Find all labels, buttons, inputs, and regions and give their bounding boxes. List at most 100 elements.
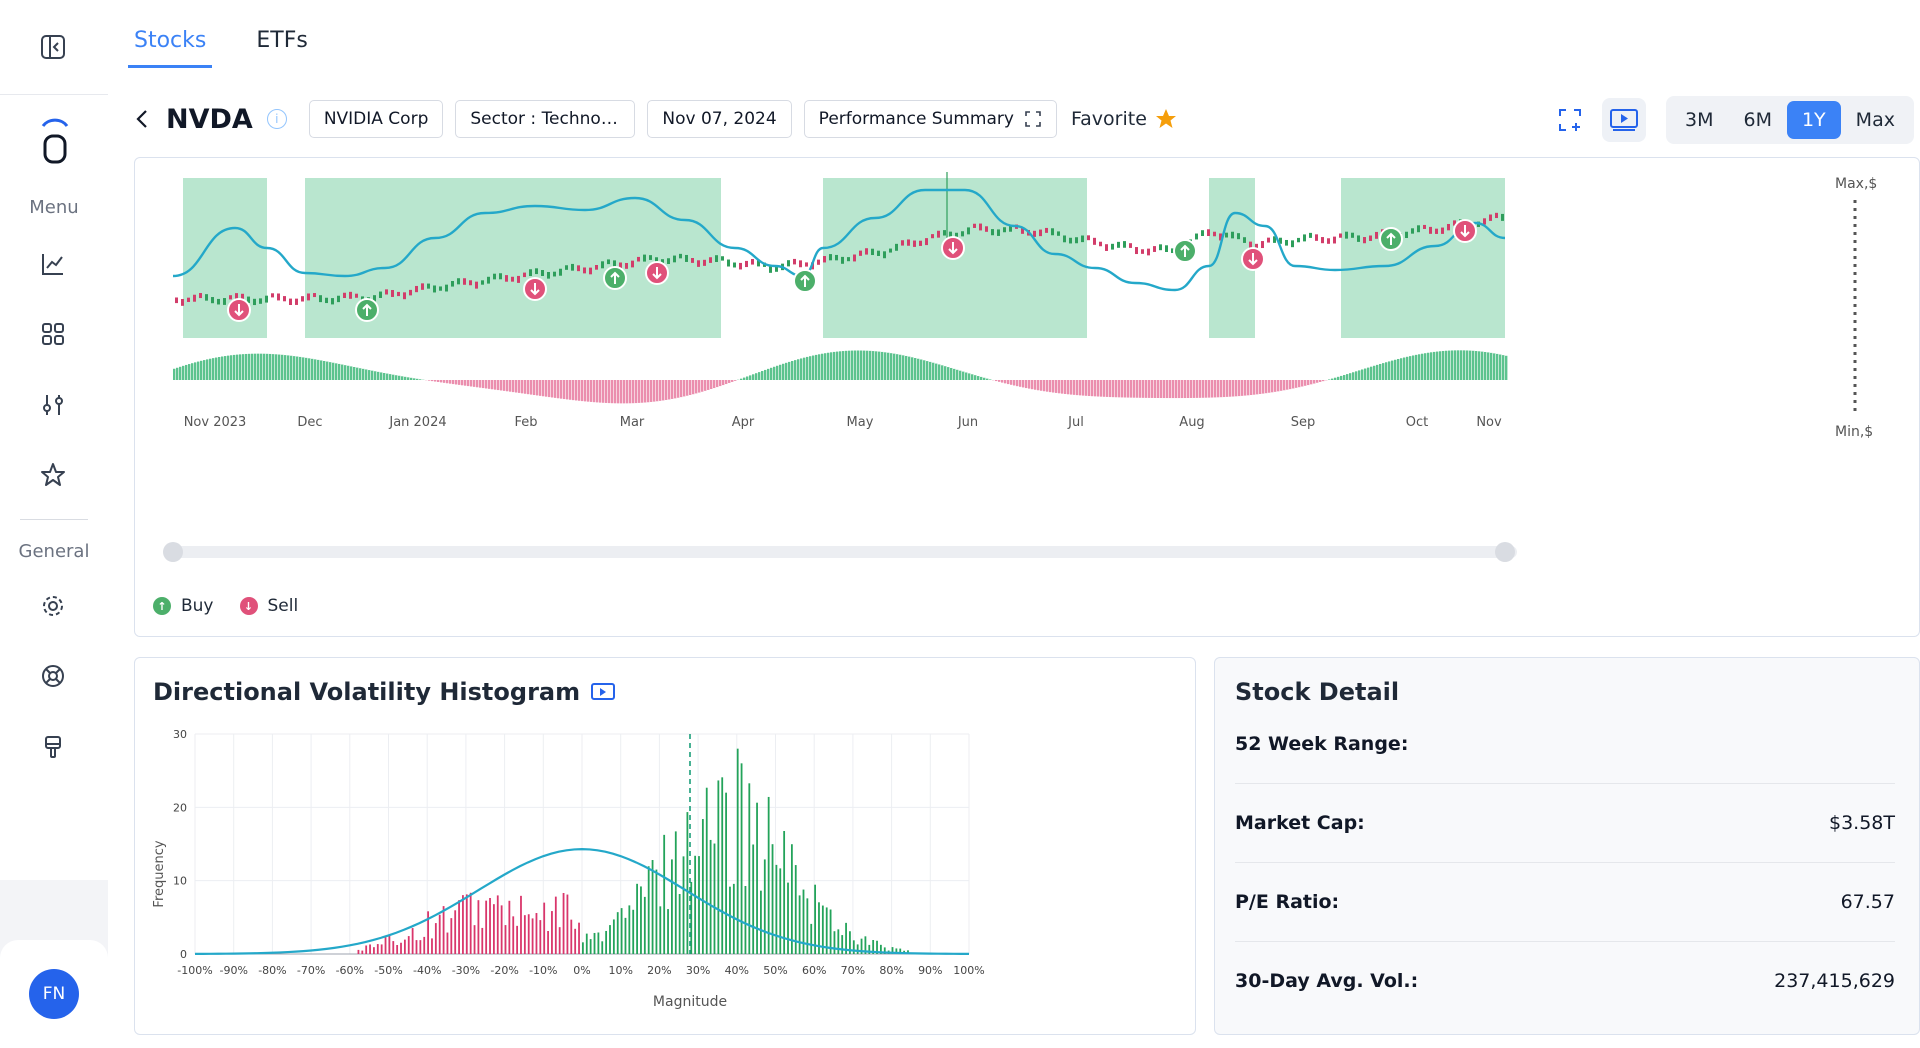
candle: [775, 266, 778, 272]
oscillator-bar: [1211, 380, 1214, 398]
candle: [1453, 220, 1456, 226]
sliders-icon[interactable]: [38, 390, 68, 420]
candle: [1345, 231, 1348, 239]
oscillator-bar: [1184, 380, 1187, 399]
detail-label: P/E Ratio:: [1235, 890, 1340, 913]
candle: [973, 223, 976, 228]
buy-arrow-icon: ↑: [153, 597, 171, 615]
histogram-card: Directional Volatility Histogram 0 10 20 30…: [134, 657, 1196, 1035]
oscillator-bar: [728, 380, 731, 383]
oscillator-bar: [512, 380, 515, 393]
histogram-bar: [411, 928, 414, 954]
oscillator-bar: [1232, 380, 1235, 397]
oscillator-bar: [323, 360, 326, 380]
oscillator-bar: [725, 380, 728, 385]
oscillator-bar: [1394, 359, 1397, 380]
histogram-bar: [879, 944, 882, 954]
user-avatar[interactable]: FN: [29, 969, 79, 1019]
oscillator-bar: [398, 375, 401, 380]
histogram-bar: [427, 911, 429, 954]
star-icon[interactable]: [38, 460, 68, 490]
oscillator-bar: [1484, 351, 1487, 380]
histogram-bar: [562, 892, 565, 954]
candle: [877, 250, 880, 256]
info-icon[interactable]: i: [266, 109, 287, 129]
oscillator-bar: [1121, 380, 1124, 398]
candle: [1153, 246, 1156, 252]
oscillator-bar: [584, 380, 587, 402]
candle: [421, 283, 424, 290]
settings-gear-icon[interactable]: [38, 591, 68, 621]
oscillator-bar: [1025, 380, 1028, 389]
histogram-bar: [601, 941, 604, 954]
favorite-toggle[interactable]: Favorite: [1071, 108, 1177, 130]
chart-line-icon[interactable]: [38, 249, 68, 279]
oscillator-bar: [557, 380, 560, 399]
y-tick-label: 10: [173, 875, 187, 888]
range-3m[interactable]: 3M: [1685, 109, 1714, 131]
dashboard-grid-icon[interactable]: [38, 319, 68, 349]
oscillator-bar: [1283, 380, 1286, 391]
paint-brush-icon[interactable]: [38, 732, 68, 762]
oscillator-bar: [962, 371, 965, 380]
oscillator-bar: [389, 374, 392, 380]
histogram-bar: [609, 925, 611, 954]
video-tutorial-icon[interactable]: [1602, 98, 1646, 142]
candle: [1309, 232, 1312, 238]
performance-summary-button[interactable]: Performance Summary: [803, 100, 1057, 138]
oscillator-bar: [212, 358, 215, 380]
video-play-icon[interactable]: [590, 681, 616, 703]
x-tick-label: 0%: [573, 964, 590, 977]
sidebar-rule: [20, 519, 88, 520]
histogram-bar: [462, 895, 464, 954]
candle: [1333, 236, 1336, 244]
collapse-sidebar-icon[interactable]: [38, 32, 68, 62]
date-chip[interactable]: Nov 07, 2024: [647, 100, 792, 138]
oscillator-bar: [1238, 380, 1241, 397]
oscillator-bar: [368, 370, 371, 380]
oscillator-bar: [1499, 354, 1502, 380]
oscillator-bar: [569, 380, 572, 400]
oscillator-bar: [1241, 380, 1244, 396]
support-lifebuoy-icon[interactable]: [38, 661, 68, 691]
histogram-bar: [849, 931, 851, 954]
oscillator-bar: [551, 380, 554, 398]
oscillator-bar: [857, 350, 860, 380]
fit-screen-icon[interactable]: [1548, 98, 1592, 142]
histogram-bar: [481, 927, 484, 954]
candle: [451, 280, 454, 287]
oscillator-bar: [1133, 380, 1136, 398]
sidebar: Menu General FN: [0, 0, 109, 1048]
oscillator-bar: [338, 363, 341, 380]
candle: [283, 296, 286, 302]
legend-buy[interactable]: ↑ Buy: [153, 596, 214, 616]
oscillator-bar: [911, 357, 914, 380]
tab-etfs[interactable]: ETFs: [256, 28, 308, 53]
candle: [805, 262, 808, 267]
histogram-title-text: Directional Volatility Histogram: [153, 678, 581, 706]
oscillator-bar: [362, 368, 365, 380]
candle: [1201, 230, 1204, 236]
oscillator-bar: [506, 380, 509, 392]
oscillator-bar: [356, 367, 359, 380]
candle: [685, 254, 688, 262]
x-tick-label: 60%: [802, 964, 826, 977]
oscillator-bar: [434, 380, 437, 382]
oscillator-bar: [1181, 380, 1184, 399]
tab-stocks[interactable]: Stocks: [128, 28, 213, 68]
candle: [1195, 233, 1198, 240]
histogram-bar: [829, 909, 832, 954]
histogram-bar: [814, 884, 816, 954]
range-max[interactable]: Max: [1855, 109, 1895, 131]
range-1y[interactable]: 1Y: [1786, 101, 1841, 139]
legend-sell[interactable]: ↓ Sell: [239, 596, 298, 616]
oscillator-bar: [578, 380, 581, 401]
oscillator-bar: [908, 356, 911, 380]
oscillator-bar: [341, 364, 344, 380]
month-tick-label: Jun: [957, 415, 978, 430]
histogram-bar: [465, 894, 468, 954]
price-chart[interactable]: Max,$ Min,$ Nov 2023 Dec Jan 2024 Feb Mar Apr…: [135, 158, 1919, 578]
range-6m[interactable]: 6M: [1743, 109, 1772, 131]
oscillator-bar: [251, 353, 254, 380]
back-chevron-icon[interactable]: [132, 107, 156, 131]
